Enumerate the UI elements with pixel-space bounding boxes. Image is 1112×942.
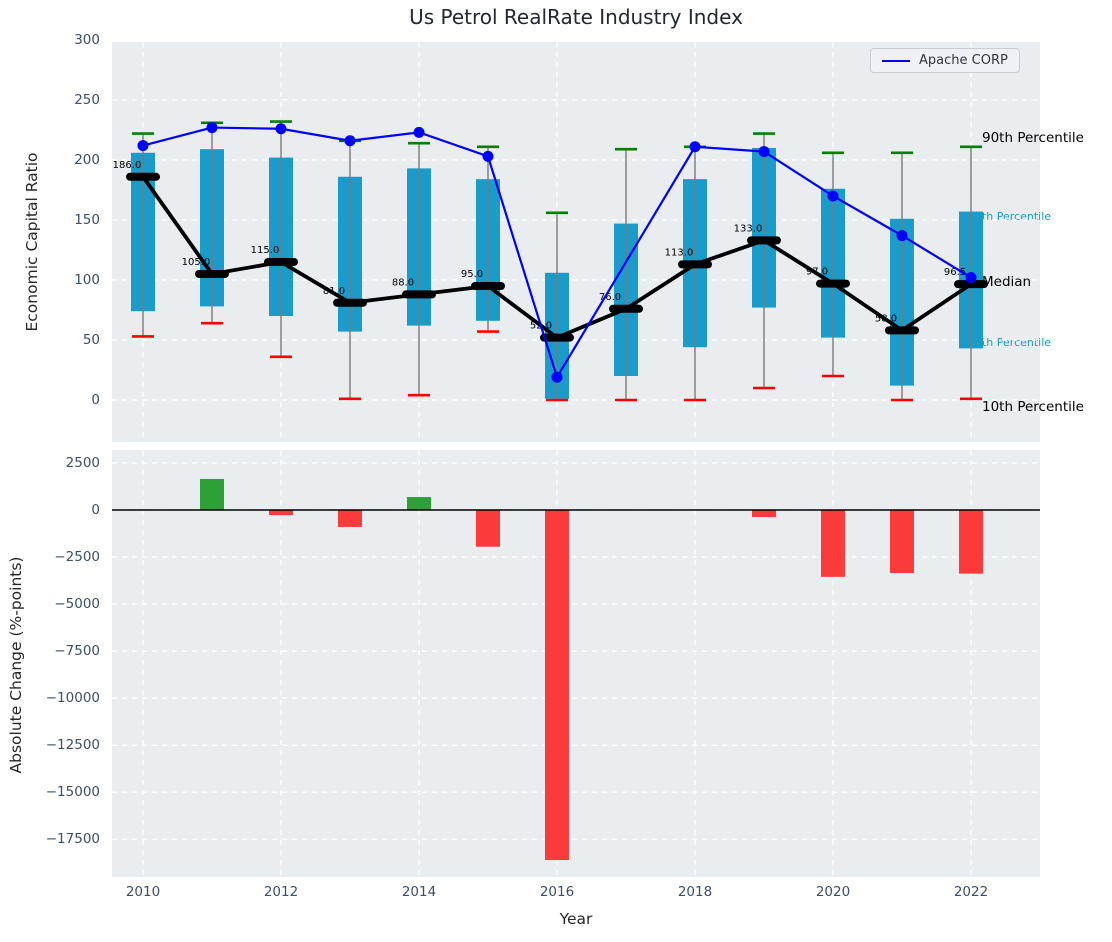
median-value-label-2018: 113.0 bbox=[665, 247, 694, 258]
y-tick-top-150: 150 bbox=[74, 211, 100, 228]
change-bar-2013 bbox=[338, 510, 362, 527]
company-point-2010 bbox=[137, 140, 149, 152]
y-tick-top-200: 200 bbox=[74, 151, 100, 168]
company-point-2018 bbox=[689, 141, 701, 153]
median-marker-2020 bbox=[816, 279, 850, 288]
median-value-label-2015: 95.0 bbox=[461, 269, 483, 280]
median-marker-2016 bbox=[540, 333, 574, 342]
median-value-label-2021: 58.0 bbox=[875, 313, 897, 324]
x-tick-2010: 2010 bbox=[125, 884, 161, 900]
y-tick-top-50: 50 bbox=[82, 331, 100, 348]
x-tick-2014: 2014 bbox=[401, 884, 437, 900]
chart-title: Us Petrol RealRate Industry Index bbox=[409, 5, 743, 29]
x-tick-2020: 2020 bbox=[815, 884, 851, 900]
company-point-2011 bbox=[206, 122, 218, 134]
y-tick-bottom-2500: 2500 bbox=[65, 454, 100, 471]
median-marker-2022 bbox=[954, 280, 988, 289]
y-tick-bottom--17500: −17500 bbox=[45, 831, 100, 848]
annotation-90th-percentile: 90th Percentile bbox=[982, 129, 1084, 146]
x-tick-2016: 2016 bbox=[539, 884, 575, 900]
change-bar-2011 bbox=[200, 478, 224, 511]
change-bar-2016 bbox=[545, 510, 569, 861]
median-value-label-2012: 115.0 bbox=[251, 245, 280, 256]
annotation-75th-percentile: 75th Percentile bbox=[968, 209, 1052, 223]
company-point-2022 bbox=[965, 272, 977, 284]
company-line bbox=[142, 126, 972, 380]
y-tick-top-250: 250 bbox=[74, 91, 100, 108]
change-bar-2012 bbox=[269, 510, 293, 516]
median-marker-2021 bbox=[885, 326, 919, 335]
y-axis-label-top: Economic Capital Ratio bbox=[23, 152, 41, 332]
y-tick-bottom--2500: −2500 bbox=[54, 549, 100, 566]
median-value-label-2022: 96.5 bbox=[944, 267, 966, 278]
median-marker-2012 bbox=[264, 257, 298, 266]
legend-line-sample bbox=[882, 59, 910, 62]
company-point-2015 bbox=[482, 150, 494, 162]
y-tick-bottom-0: 0 bbox=[91, 502, 100, 519]
median-value-label-2014: 88.0 bbox=[392, 277, 414, 288]
median-value-label-2017: 76.0 bbox=[599, 292, 621, 303]
y-tick-bottom--7500: −7500 bbox=[54, 643, 100, 660]
top-axes-percentile-chart: Apache CORP 186.0 105.0 115.0 81.0 88.0 95.0 5… bbox=[112, 39, 1084, 442]
median-value-label-2011: 105.0 bbox=[182, 257, 211, 268]
company-point-2013 bbox=[344, 135, 356, 147]
bar-chart-canvas bbox=[112, 450, 1040, 877]
change-bar-2015 bbox=[476, 510, 500, 547]
legend-label: Apache CORP bbox=[919, 53, 1008, 68]
company-point-2012 bbox=[275, 123, 287, 135]
legend: Apache CORP bbox=[870, 48, 1020, 73]
median-marker-2017 bbox=[609, 304, 643, 313]
y-tick-top-300: 300 bbox=[74, 31, 100, 48]
x-axis-label: Year bbox=[559, 910, 593, 928]
company-point-2021 bbox=[896, 230, 908, 242]
annotation-25th-percentile: 25th Percentile bbox=[968, 335, 1052, 349]
change-bar-2020 bbox=[821, 510, 845, 577]
y-tick-bottom--5000: −5000 bbox=[54, 596, 100, 613]
median-value-label-2019: 133.0 bbox=[734, 223, 763, 234]
y-tick-bottom--15000: −15000 bbox=[45, 784, 100, 801]
change-bar-2021 bbox=[890, 510, 914, 574]
percentile-chart-canvas: 186.0105.0115.081.088.095.052.076.0113.0… bbox=[112, 39, 1040, 442]
x-tick-2018: 2018 bbox=[677, 884, 713, 900]
median-marker-2014 bbox=[402, 290, 436, 299]
company-point-2016 bbox=[551, 371, 563, 383]
bottom-axes-bar-chart bbox=[112, 450, 1040, 877]
median-marker-2013 bbox=[333, 298, 367, 307]
annotation-median: Median bbox=[982, 273, 1032, 290]
annotation-10th-percentile: 10th Percentile bbox=[982, 399, 1084, 416]
change-bar-2014 bbox=[407, 497, 431, 511]
y-tick-top-0: 0 bbox=[91, 391, 100, 408]
median-marker-2015 bbox=[471, 281, 505, 290]
company-point-2019 bbox=[758, 146, 770, 158]
company-point-2020 bbox=[827, 190, 839, 202]
y-tick-bottom--10000: −10000 bbox=[45, 690, 100, 707]
median-marker-2011 bbox=[195, 269, 229, 278]
company-point-2014 bbox=[413, 126, 425, 138]
median-marker-2010 bbox=[126, 172, 160, 181]
y-axis-label-bottom: Absolute Change (%-points) bbox=[7, 556, 25, 774]
change-bar-2019 bbox=[752, 510, 776, 517]
y-tick-bottom--12500: −12500 bbox=[45, 737, 100, 754]
x-tick-2012: 2012 bbox=[263, 884, 299, 900]
y-tick-top-100: 100 bbox=[74, 271, 100, 288]
median-marker-2019 bbox=[747, 236, 781, 245]
median-value-label-2013: 81.0 bbox=[323, 286, 345, 297]
median-marker-2018 bbox=[678, 260, 712, 269]
median-value-label-2020: 97.0 bbox=[806, 267, 828, 278]
median-value-label-2010: 186.0 bbox=[113, 160, 142, 171]
change-bar-2022 bbox=[959, 510, 983, 574]
x-tick-2022: 2022 bbox=[953, 884, 989, 900]
